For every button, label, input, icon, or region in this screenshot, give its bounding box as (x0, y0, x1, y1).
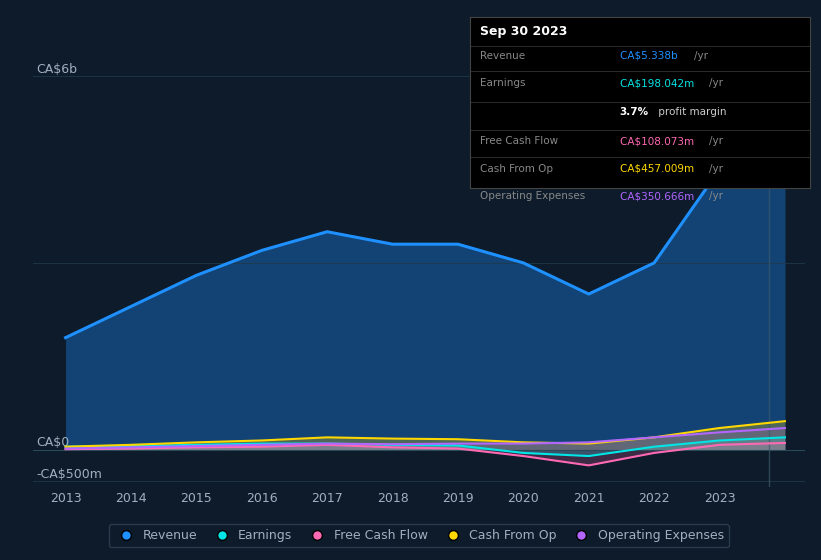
Text: /yr: /yr (695, 51, 709, 61)
Text: CA$5.338b: CA$5.338b (620, 51, 681, 61)
Text: CA$0: CA$0 (36, 436, 69, 449)
Text: Operating Expenses: Operating Expenses (479, 191, 585, 201)
Text: 3.7%: 3.7% (620, 108, 649, 118)
Legend: Revenue, Earnings, Free Cash Flow, Cash From Op, Operating Expenses: Revenue, Earnings, Free Cash Flow, Cash … (108, 524, 729, 547)
Text: profit margin: profit margin (655, 108, 727, 118)
Text: Sep 30 2023: Sep 30 2023 (479, 25, 567, 38)
Text: CA$350.666m: CA$350.666m (620, 191, 697, 201)
Text: CA$198.042m: CA$198.042m (620, 78, 697, 88)
Text: Cash From Op: Cash From Op (479, 164, 553, 174)
Text: CA$108.073m: CA$108.073m (620, 137, 697, 146)
Text: /yr: /yr (709, 191, 723, 201)
Text: /yr: /yr (709, 137, 723, 146)
Text: Revenue: Revenue (479, 51, 525, 61)
Text: /yr: /yr (709, 78, 723, 88)
Text: /yr: /yr (709, 164, 723, 174)
Text: Earnings: Earnings (479, 78, 525, 88)
Text: CA$457.009m: CA$457.009m (620, 164, 697, 174)
Text: Free Cash Flow: Free Cash Flow (479, 137, 558, 146)
Text: CA$6b: CA$6b (36, 63, 77, 76)
Text: -CA$500m: -CA$500m (36, 468, 102, 481)
